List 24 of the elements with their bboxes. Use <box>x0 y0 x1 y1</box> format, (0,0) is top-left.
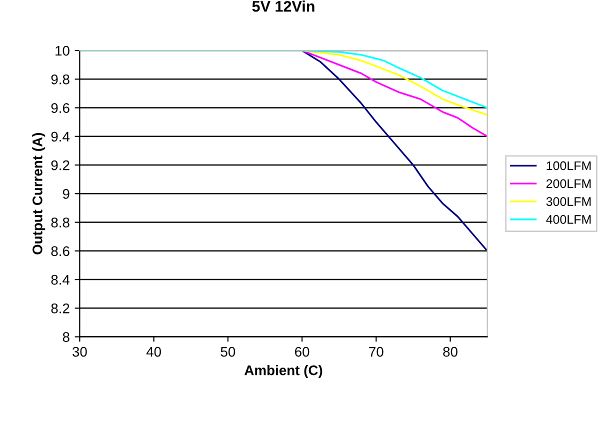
y-tick-label: 8 <box>62 332 70 342</box>
x-tick-label: 80 <box>443 346 458 357</box>
y-tick-label: 8.8 <box>51 218 70 228</box>
x-tick-label: 60 <box>295 346 310 357</box>
x-axis-title: Ambient (C) <box>244 365 322 378</box>
y-tick-label: 8.4 <box>51 274 70 285</box>
y-tick-label: 10 <box>56 46 70 56</box>
x-tick-label: 50 <box>220 346 236 357</box>
x-tick-label: 70 <box>369 346 384 357</box>
y-tick-label: 9.4 <box>51 132 70 142</box>
legend-label: 200LFM <box>546 179 591 188</box>
y-tick-label: 8.6 <box>51 246 70 256</box>
y-tick-label: 9 <box>62 188 70 199</box>
chart-title: 5V 12Vin <box>252 0 314 12</box>
x-tick-label: 40 <box>146 346 161 357</box>
x-tick-label: 30 <box>72 346 87 357</box>
legend-label: 400LFM <box>546 215 591 224</box>
legend-label: 100LFM <box>546 161 591 170</box>
legend-label: 300LFM <box>546 197 591 206</box>
y-tick-label: 9.6 <box>51 103 70 113</box>
y-tick-label: 9.2 <box>51 160 70 170</box>
y-tick-label: 9.8 <box>51 74 70 84</box>
y-tick-label: 8.2 <box>51 304 70 314</box>
y-axis-title: Output Current (A) <box>32 133 46 254</box>
